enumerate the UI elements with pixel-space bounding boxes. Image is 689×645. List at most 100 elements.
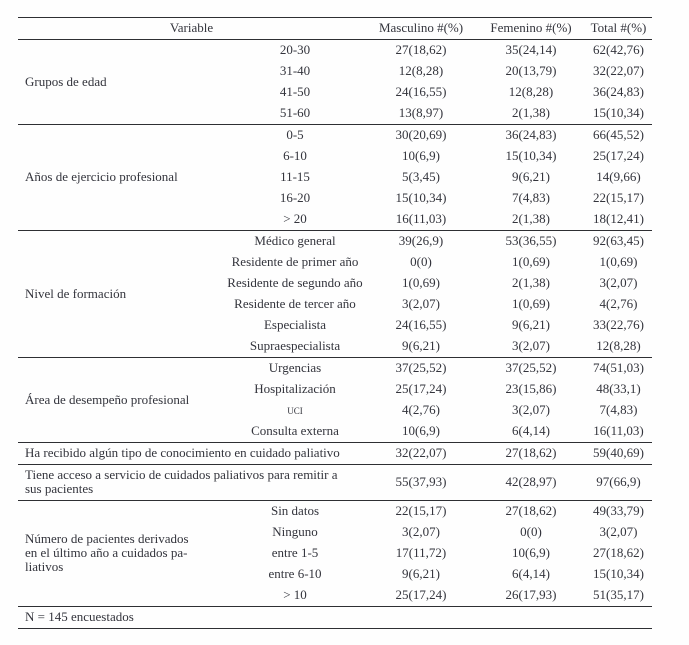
femenino-value: 23(15,86) xyxy=(505,381,557,396)
masculino-value: 10(6,9) xyxy=(402,148,440,163)
row-label: > 10 xyxy=(283,587,307,602)
row-label: 11-15 xyxy=(280,169,310,184)
row-label: 41-50 xyxy=(279,84,311,99)
row-label: 0-5 xyxy=(225,124,365,146)
total-value: 66(45,52) xyxy=(585,124,652,146)
total-value: 92(63,45) xyxy=(585,230,652,252)
masculino-value: 0(0) xyxy=(410,254,432,269)
femenino-value: 20(13,79) xyxy=(505,63,557,78)
table-row: 6-10 10(6,9) 15(10,34) 25(17,24) xyxy=(18,146,652,167)
total-value: 36(24,83) xyxy=(593,84,644,99)
table-row: entre 1-5 17(11,72) 10(6,9) 27(18,62) xyxy=(18,543,652,564)
total-value: 15(10,34) xyxy=(593,105,644,120)
table-row: 16-20 15(10,34) 7(4,83) 22(15,17) xyxy=(18,188,652,209)
row-label: Médico general xyxy=(225,230,365,252)
column-header-total: Total #(%) xyxy=(585,17,652,40)
total-value: 33(22,76) xyxy=(593,317,644,332)
table-footer: N = 145 encuestados xyxy=(18,606,652,629)
total-value: 62(42,76) xyxy=(585,39,652,61)
table-row: Residente de tercer año 3(2,07) 1(0,69) 4(2… xyxy=(18,294,652,315)
table-row: Hospitalización 25(17,24) 23(15,86) 48(33,1… xyxy=(18,379,652,400)
masculino-value: 12(8,28) xyxy=(398,63,444,78)
femenino-value: 26(17,93) xyxy=(505,587,557,602)
masculino-value: 25(17,24) xyxy=(395,587,447,602)
masculino-value: 3(2,07) xyxy=(402,296,440,311)
femenino-value: 1(0,69) xyxy=(512,254,550,269)
row-label: Residente de tercer año xyxy=(234,296,356,311)
masculino-value: 5(3,45) xyxy=(402,169,440,184)
row-label: > 20 xyxy=(283,211,307,226)
row-label: 51-60 xyxy=(279,105,311,120)
row-label: Tiene acceso a servicio de cuidados pali… xyxy=(18,464,365,501)
total-value: 18(12,41) xyxy=(593,211,644,226)
femenino-value: 15(10,34) xyxy=(505,148,557,163)
masculino-value: 1(0,69) xyxy=(402,275,440,290)
row-label: Residente de primer año xyxy=(231,254,359,269)
sample-size-note: N = 145 encuestados xyxy=(18,606,652,629)
femenino-value: 6(4,14) xyxy=(512,566,550,581)
table-row: entre 6-10 9(6,21) 6(4,14) 15(10,34) xyxy=(18,564,652,585)
row-label: uci xyxy=(287,402,303,417)
masculino-value: 22(15,17) xyxy=(365,500,477,522)
group-label: Años de ejercicio profesional xyxy=(18,124,225,231)
masculino-value: 10(6,9) xyxy=(402,423,440,438)
row-label: 6-10 xyxy=(283,148,307,163)
statistics-table: Variable Masculino #(%) Femenino #(%) To… xyxy=(18,17,652,629)
table-row: Residente de primer año 0(0) 1(0,69) 1(0,69… xyxy=(18,252,652,273)
femenino-value: 10(6,9) xyxy=(512,545,550,560)
total-value: 3(2,07) xyxy=(599,275,638,290)
femenino-value: 53(36,55) xyxy=(477,230,585,252)
row-label: Especialista xyxy=(263,317,327,332)
table-row: Número de pacientes derivados en el últi… xyxy=(18,500,652,607)
femenino-value: 42(28,97) xyxy=(477,464,585,501)
row-label: entre 1-5 xyxy=(271,545,319,560)
femenino-value: 1(0,69) xyxy=(512,296,550,311)
total-value: 15(10,34) xyxy=(593,566,644,581)
total-value: 51(35,17) xyxy=(593,587,644,602)
row-label: 31-40 xyxy=(279,63,311,78)
row-label: Residente de segundo año xyxy=(227,275,363,290)
total-value: 48(33,1) xyxy=(596,381,641,396)
masculino-value: 30(20,69) xyxy=(365,124,477,146)
row-label: Hospitalización xyxy=(254,381,336,396)
femenino-value: 2(1,38) xyxy=(512,105,550,120)
row-label: Sin datos xyxy=(225,500,365,522)
femenino-value: 2(1,38) xyxy=(512,275,550,290)
table-row: Ninguno 3(2,07) 0(0) 3(2,07) xyxy=(18,522,652,543)
femenino-value: 9(6,21) xyxy=(512,169,550,184)
femenino-value: 37(25,52) xyxy=(477,357,585,379)
femenino-value: 9(6,21) xyxy=(512,317,550,332)
table-row: 51-60 13(8,97) 2(1,38) 15(10,34) xyxy=(18,103,652,125)
masculino-value: 24(16,55) xyxy=(395,84,447,99)
table-row: Especialista 24(16,55) 9(6,21) 33(22,76) xyxy=(18,315,652,336)
column-header-variable: Variable xyxy=(18,17,365,40)
total-value: 74(51,03) xyxy=(585,357,652,379)
table-row: Consulta externa 10(6,9) 6(4,14) 16(11,03) xyxy=(18,421,652,443)
femenino-value: 6(4,14) xyxy=(512,423,550,438)
femenino-value: 35(24,14) xyxy=(477,39,585,61)
column-header-femenino: Femenino #(%) xyxy=(477,17,585,40)
total-value: 3(2,07) xyxy=(599,524,638,539)
table-header: Variable Masculino #(%) Femenino #(%) To… xyxy=(18,17,652,40)
total-value: 12(8,28) xyxy=(596,338,641,353)
total-value: 4(2,76) xyxy=(599,296,638,311)
masculino-value: 15(10,34) xyxy=(395,190,447,205)
masculino-value: 13(8,97) xyxy=(398,105,444,120)
row-label: Consulta externa xyxy=(251,423,339,438)
masculino-value: 25(17,24) xyxy=(395,381,447,396)
total-value: 32(22,07) xyxy=(593,63,644,78)
total-value: 27(18,62) xyxy=(593,545,644,560)
femenino-value: 27(18,62) xyxy=(477,442,585,465)
table-row: Ha recibido algún tipo de conocimiento e… xyxy=(18,442,652,465)
table-row: > 10 25(17,24) 26(17,93) 51(35,17) xyxy=(18,585,652,607)
masculino-value: 9(6,21) xyxy=(402,566,440,581)
total-value: 97(66,9) xyxy=(585,464,652,501)
row-label: Urgencias xyxy=(225,357,365,379)
table-row: Tiene acceso a servicio de cuidados pali… xyxy=(18,464,652,501)
total-value: 16(11,03) xyxy=(593,423,644,438)
table-row: Residente de segundo año 1(0,69) 2(1,38) 3(… xyxy=(18,273,652,294)
row-label: Ha recibido algún tipo de conocimiento e… xyxy=(18,442,365,465)
table-row: Supraespecialista 9(6,21) 3(2,07) 12(8,28) xyxy=(18,336,652,358)
total-value: 22(15,17) xyxy=(593,190,644,205)
table-row: uci 4(2,76) 3(2,07) 7(4,83) xyxy=(18,400,652,421)
